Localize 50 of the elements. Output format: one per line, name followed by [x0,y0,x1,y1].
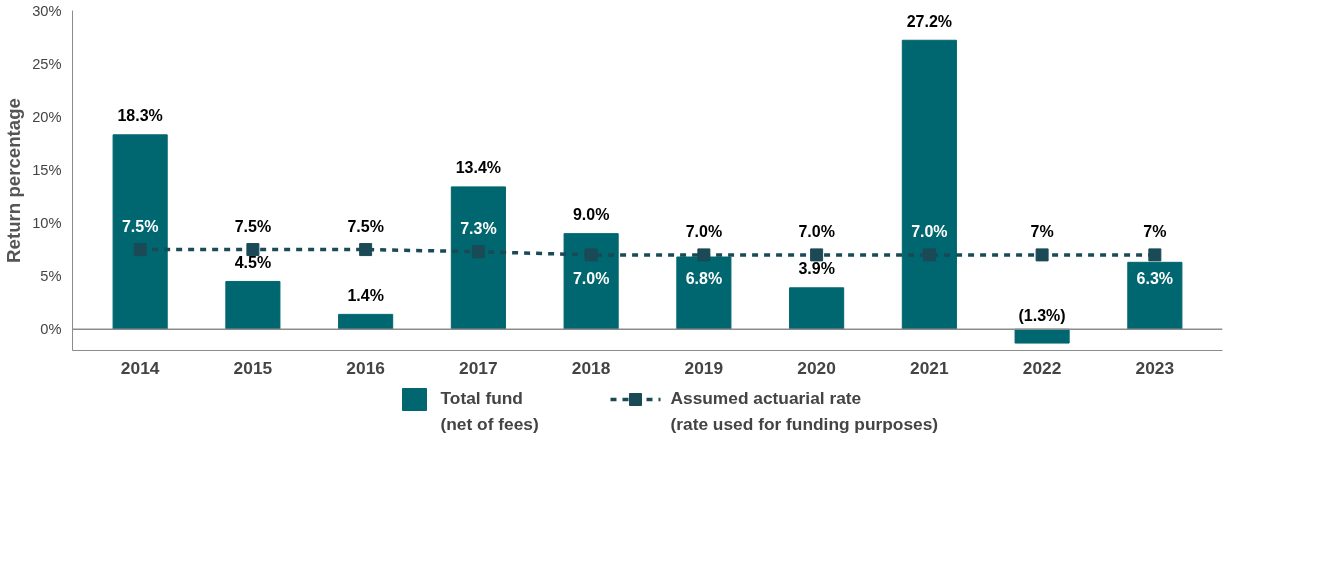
y-tick-label: 0% [40,321,62,338]
data-label: 7.0% [572,269,610,287]
bar [676,256,732,330]
x-tick-label: 2018 [571,357,611,378]
legend-label: Total fund (net of fees) [440,387,539,434]
x-tick-label: 2014 [120,357,160,378]
bar [901,39,957,330]
x-tick-label: 2017 [459,357,498,378]
data-label: 7.5% [347,217,384,235]
data-label: 13.4% [455,159,502,177]
data-label: 7.3% [460,219,497,237]
data-label: (1.3%) [1018,306,1066,324]
data-label: 6.3% [1136,269,1174,287]
bar [789,287,845,330]
x-tick-label: 2022 [1022,357,1062,378]
data-label: 9.0% [572,206,610,223]
bar [1127,261,1183,330]
data-label: 7.5% [234,217,272,235]
bar [112,134,168,330]
y-tick-label: 25% [32,55,62,72]
data-label: 7% [1030,223,1054,240]
data-label: 4.5% [234,253,272,271]
y-tick-label: 15% [32,161,62,178]
legend-label: Assumed actuarial rate (rate used for funding purposes) [670,387,939,434]
x-tick-label: 2023 [1135,357,1175,378]
bar [1014,328,1070,344]
y-tick-label: 30% [32,2,62,19]
data-label: 1.4% [347,286,384,304]
data-label: 3.9% [798,260,835,278]
bar [450,186,506,330]
x-tick-label: 2015 [233,357,273,378]
x-tick-label: 2021 [910,357,949,378]
y-tick-label: 5% [40,268,62,285]
bar [563,233,619,330]
data-label: 6.8% [685,269,723,287]
data-label: 7.0% [798,223,835,240]
data-label: 7.0% [911,223,948,240]
y-tick-label: 20% [32,108,62,125]
y-tick-label: 10% [32,215,62,231]
data-label: 7.5% [121,217,159,235]
x-tick-label: 2016 [346,357,386,378]
y-axis-title: Return percentage [3,98,25,263]
data-label: 7% [1143,223,1167,240]
data-label: 18.3% [117,107,163,125]
data-label: 27.2% [906,12,953,30]
data-label: 7.0% [685,223,723,240]
bar [225,280,281,330]
bar [338,313,394,330]
x-tick-label: 2020 [797,357,836,378]
x-tick-label: 2019 [684,357,724,378]
